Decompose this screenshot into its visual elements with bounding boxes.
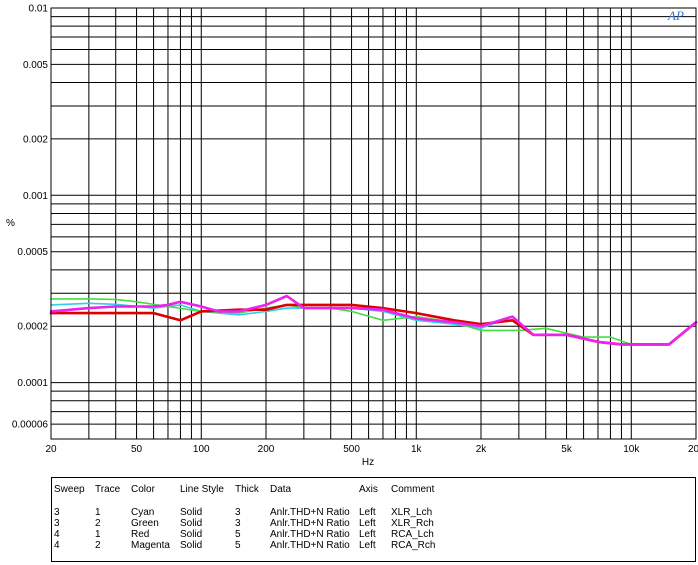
x-tick-label: 5k	[561, 444, 573, 455]
y-tick-label: 0.01	[29, 4, 49, 15]
legend-cell: 3	[54, 507, 60, 518]
plot-area	[51, 8, 696, 439]
legend-cell: Anlr.THD+N Ratio	[270, 529, 350, 540]
legend-cell: 2	[95, 540, 101, 551]
plot-frame	[50, 7, 697, 440]
legend-header-row: Sweep Trace Color Line Style Thick Data …	[54, 478, 471, 500]
legend-cell: Red	[131, 529, 150, 540]
legend-header-trace: Trace	[95, 483, 121, 495]
legend-cell: Anlr.THD+N Ratio	[270, 540, 350, 551]
legend-header-data: Data	[270, 483, 292, 495]
legend-cell: 3	[54, 518, 60, 529]
x-tick-label: 200	[258, 444, 275, 455]
legend-panel: Sweep Trace Color Line Style Thick Data …	[51, 477, 696, 562]
legend-table: Sweep Trace Color Line Style Thick Data …	[54, 478, 471, 552]
legend-cell: 5	[235, 540, 241, 551]
y-tick-label: 0.0005	[17, 247, 48, 258]
legend-cell: 4	[54, 540, 60, 551]
legend-cell: Left	[359, 518, 376, 529]
legend-cell: Magenta	[131, 540, 170, 551]
legend-header-thick: Thick	[235, 483, 259, 495]
tick-labels: 20 50 100 200 500 1k 2k 5k 10k 20k 0.01 0.005 0.002 0…	[12, 4, 698, 456]
legend-cell: Anlr.THD+N Ratio	[270, 507, 350, 518]
x-axis-label: Hz	[362, 457, 374, 468]
legend-cell: 1	[95, 507, 101, 518]
legend-cell: Solid	[180, 507, 203, 518]
legend-cell: RCA_Lch	[391, 529, 434, 540]
x-tick-label: 100	[193, 444, 210, 455]
legend-row-green: 3 2 Green Solid 3 Anlr.THD+N Ratio Left …	[54, 518, 471, 529]
x-tick-label: 10k	[623, 444, 640, 455]
y-tick-label: 0.002	[23, 134, 48, 145]
legend-header-color: Color	[131, 483, 155, 495]
audio-precision-logo: AP	[668, 8, 684, 23]
series-group	[49, 294, 698, 346]
y-tick-label: 0.001	[23, 191, 48, 202]
legend-cell: 2	[95, 518, 101, 529]
legend-cell: Left	[359, 507, 376, 518]
y-tick-label: 0.00006	[12, 420, 49, 431]
legend-cell: XLR_Lch	[391, 507, 433, 518]
y-tick-label: 0.005	[23, 60, 48, 71]
thd-n-chart: 20 50 100 200 500 1k 2k 5k 10k 20k 0.01 0.005 0.002 0…	[6, 4, 698, 469]
x-tick-label: 50	[131, 444, 143, 455]
legend-cell: 3	[235, 507, 241, 518]
legend-row-cyan: 3 1 Cyan Solid 3 Anlr.THD+N Ratio Left X…	[54, 507, 471, 518]
x-tick-label: 500	[343, 444, 360, 455]
legend-cell: Solid	[180, 529, 203, 540]
legend-cell: 1	[95, 529, 101, 540]
legend-row-magenta: 4 2 Magenta Solid 5 Anlr.THD+N Ratio Lef…	[54, 540, 471, 551]
legend-cell: Green	[131, 518, 159, 529]
legend-header-axis: Axis	[359, 483, 378, 495]
legend-cell: Left	[359, 529, 376, 540]
legend-row-red: 4 1 Red Solid 5 Anlr.THD+N Ratio Left RC…	[54, 529, 471, 540]
y-tick-label: 0.0002	[17, 322, 48, 333]
series-line-magenta	[49, 294, 698, 346]
legend-header-sweep: Sweep	[54, 483, 85, 495]
x-tick-label: 2k	[476, 444, 488, 455]
x-tick-label: 1k	[411, 444, 423, 455]
x-tick-label: 20	[45, 444, 57, 455]
x-tick-label: 20k	[688, 444, 698, 455]
legend-cell: XLR_Rch	[391, 518, 434, 529]
legend-cell: Solid	[180, 518, 203, 529]
legend-cell: 3	[235, 518, 241, 529]
legend-cell: Solid	[180, 540, 203, 551]
legend-cell: Left	[359, 540, 376, 551]
legend-cell: Cyan	[131, 507, 155, 518]
grid-lines	[51, 8, 696, 439]
y-tick-label: 0.0001	[17, 378, 48, 389]
legend-header-comment: Comment	[391, 483, 435, 495]
legend-cell: 4	[54, 529, 60, 540]
legend-header-line-style: Line Style	[180, 483, 224, 495]
legend-cell: Anlr.THD+N Ratio	[270, 518, 350, 529]
legend-cell: RCA_Rch	[391, 540, 436, 551]
y-axis-label: %	[6, 218, 15, 229]
legend-cell: 5	[235, 529, 241, 540]
